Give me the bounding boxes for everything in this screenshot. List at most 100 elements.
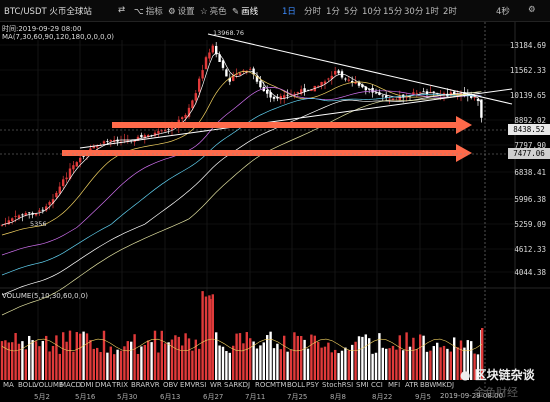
indicator-tab-boll[interactable]: BOLL xyxy=(18,381,36,389)
volume-bar xyxy=(51,346,55,380)
candle-body xyxy=(385,95,388,98)
light-theme-button[interactable]: ☆ 亮色 xyxy=(200,7,227,17)
volume-bar xyxy=(21,341,24,380)
timeframe-15m[interactable]: 15分 xyxy=(383,7,403,17)
timeframe-2h[interactable]: 2时 xyxy=(443,7,457,17)
volume-bar xyxy=(419,334,422,380)
timeframe-1h[interactable]: 1时 xyxy=(425,7,439,17)
volume-bar xyxy=(187,338,191,380)
candle-body xyxy=(72,165,75,170)
indicator-tab-dma[interactable]: DMA xyxy=(95,381,112,389)
candle-body xyxy=(211,45,214,53)
support-arrow-lower-shaft xyxy=(62,150,458,156)
date-cursor-label: 2019-09-29 08:00 xyxy=(440,392,504,400)
volume-bar xyxy=(289,349,293,380)
timeframe-1m[interactable]: 1分 xyxy=(326,7,340,17)
volume-bar xyxy=(442,345,446,380)
indicator-tab-atr[interactable]: ATR xyxy=(405,381,419,389)
indicator-tab-wr[interactable]: WR xyxy=(210,381,222,389)
price-axis-label: 10139.65 xyxy=(509,91,546,100)
volume-bar xyxy=(38,346,41,380)
indicator-tab-brar[interactable]: BRAR xyxy=(131,381,151,389)
indicator-tab-boll[interactable]: BOLL xyxy=(287,381,305,389)
volume-bar xyxy=(143,344,146,380)
candle-body xyxy=(252,68,255,75)
volume-bar xyxy=(157,352,160,380)
indicator-tab-obv[interactable]: OBV xyxy=(163,381,178,389)
volume-bar xyxy=(262,342,265,380)
indicator-tab-roc[interactable]: ROC xyxy=(255,381,271,389)
indicator-tab-mkdj[interactable]: MKDJ xyxy=(436,381,455,389)
indicator-tab-stochrsi[interactable]: StochRSI xyxy=(322,381,354,389)
volume-bar xyxy=(449,351,452,380)
indicator-tab-smi[interactable]: SMI xyxy=(356,381,369,389)
volume-bar xyxy=(395,349,398,380)
indicator-tab-bbw[interactable]: BBW xyxy=(420,381,437,389)
timeframe-more[interactable]: 4秒 xyxy=(496,7,510,17)
candle-body xyxy=(300,89,303,95)
candle-body xyxy=(204,57,208,70)
volume-bar xyxy=(123,346,126,380)
indicator-tab-cci[interactable]: CCI xyxy=(371,381,383,389)
volume-bar xyxy=(330,352,333,380)
candle-body xyxy=(476,98,480,101)
indicator-tab-psy[interactable]: PSY xyxy=(306,381,319,389)
settings-gear-icon[interactable]: ⚙ xyxy=(528,5,536,15)
volume-bar xyxy=(126,341,129,380)
indicator-tab-sar[interactable]: SAR xyxy=(224,381,239,389)
indicator-tab-mtm[interactable]: MTM xyxy=(270,381,287,389)
timeframe-30m[interactable]: 30分 xyxy=(404,7,424,17)
price-axis-label: 4612.33 xyxy=(514,245,546,254)
candle-body xyxy=(164,129,167,132)
candle-body xyxy=(198,78,201,92)
volume-bar xyxy=(106,352,109,380)
indicator-tab-kdj[interactable]: KDJ xyxy=(238,381,251,389)
indicator-tab-volume[interactable]: VOLUME xyxy=(34,381,64,389)
candle-body xyxy=(412,92,415,95)
volume-bar xyxy=(238,333,242,380)
price-axis-label: 5996.38 xyxy=(514,195,546,204)
candle-body xyxy=(391,98,395,101)
volume-bar xyxy=(75,332,78,380)
indicator-tab-emv[interactable]: EMV xyxy=(180,381,196,389)
timeframe-5m[interactable]: 5分 xyxy=(344,7,358,17)
volume-bar xyxy=(466,340,469,380)
trend-button[interactable]: ⇄ xyxy=(118,5,127,15)
candle-body xyxy=(133,140,136,142)
indicator-tab-mfi[interactable]: MFI xyxy=(388,381,401,389)
pair-selector[interactable]: BTC/USDT 火币全球站 xyxy=(4,7,92,17)
volume-bar xyxy=(160,330,163,380)
indicator-tab-vr[interactable]: VR xyxy=(150,381,160,389)
candle-body xyxy=(259,80,262,88)
candle-body xyxy=(51,199,55,204)
timeframe-10m[interactable]: 10分 xyxy=(362,7,382,17)
candle-body xyxy=(354,81,357,84)
price-axis-label: 11562.33 xyxy=(509,66,546,75)
candle-body xyxy=(55,192,58,198)
indicator-tab-macd[interactable]: MACD xyxy=(60,381,81,389)
candle-body xyxy=(266,90,269,94)
indicator-tab-rsi[interactable]: RSI xyxy=(195,381,207,389)
date-tick: 5月30 xyxy=(117,393,138,401)
volume-bar xyxy=(303,339,306,380)
volume-bar xyxy=(218,345,221,380)
volume-bar xyxy=(276,343,279,380)
faint-watermark: 金色财经 xyxy=(474,386,518,399)
draw-line-button[interactable]: ✎ 画线 xyxy=(232,7,259,17)
volume-bar xyxy=(364,334,367,380)
settings-button[interactable]: ⚙ 设置 xyxy=(168,7,195,17)
indicator-button[interactable]: ⌥ 指标 xyxy=(134,7,163,17)
gear-icon: ⚙ xyxy=(168,7,176,17)
indicator-tab-ma[interactable]: MA xyxy=(3,381,14,389)
timeframe-1d[interactable]: 1日 xyxy=(282,7,296,17)
timeframe-tick[interactable]: 分时 xyxy=(304,7,322,17)
volume-bar xyxy=(381,347,384,380)
candle-body xyxy=(41,209,44,211)
volume-bar xyxy=(79,333,82,380)
indicator-tab-trix[interactable]: TRIX xyxy=(112,381,128,389)
volume-bar xyxy=(354,341,357,380)
volume-bar xyxy=(388,348,391,380)
indicator-tab-dmi[interactable]: DMI xyxy=(80,381,94,389)
volume-bar xyxy=(119,350,123,380)
